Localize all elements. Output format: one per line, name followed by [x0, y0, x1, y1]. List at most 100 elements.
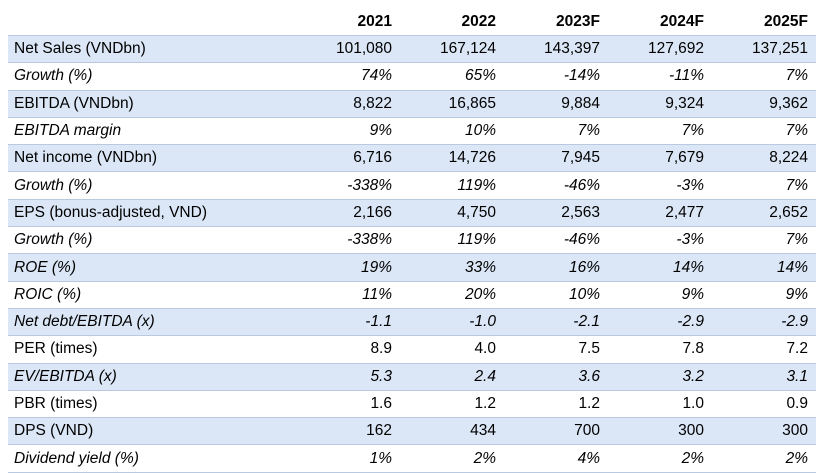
row-value-cell: 101,080: [296, 35, 400, 64]
row-label: Net Sales (VNDbn): [8, 35, 296, 64]
row-value-cell: 167,124: [400, 35, 504, 64]
row-value-cell: 7%: [712, 117, 816, 146]
table-row: ROE (%) 19% 33% 16% 14% 14%: [8, 253, 816, 282]
table-row: ROIC (%) 11% 20% 10% 9% 9%: [8, 281, 816, 309]
row-value-cell: 0.9: [712, 390, 816, 419]
row-value-cell: 11%: [296, 281, 400, 309]
row-value-cell: 4%: [504, 444, 608, 473]
row-value-cell: 7.5: [504, 335, 608, 364]
row-value-cell: 9,362: [712, 90, 816, 118]
row-label: ROE (%): [8, 253, 296, 282]
table-row: EPS (bonus-adjusted, VND) 2,166 4,750 2,563…: [8, 199, 816, 228]
header-cell-2022: 2022: [400, 8, 504, 36]
row-value-cell: 162: [296, 417, 400, 446]
row-value-cell: 74%: [296, 62, 400, 91]
row-value-cell: 700: [504, 417, 608, 446]
row-value-cell: -338%: [296, 171, 400, 200]
table-body: Net Sales (VNDbn) 101,080 167,124 143,397 12…: [8, 35, 816, 473]
row-value-cell: 7,679: [608, 144, 712, 173]
header-cell-2025f: 2025F: [712, 8, 816, 36]
row-value-cell: 8,224: [712, 144, 816, 173]
row-value-cell: 16,865: [400, 90, 504, 118]
row-value-cell: 2.4: [400, 363, 504, 391]
row-value-cell: 300: [608, 417, 712, 446]
row-value-cell: 2,652: [712, 199, 816, 228]
row-value-cell: 7.8: [608, 335, 712, 364]
row-value-cell: 1.6: [296, 390, 400, 419]
row-label: DPS (VND): [8, 417, 296, 446]
row-label: PBR (times): [8, 390, 296, 419]
row-value-cell: 2,166: [296, 199, 400, 228]
row-value-cell: -46%: [504, 171, 608, 200]
row-value-cell: 2,563: [504, 199, 608, 228]
row-value-cell: -338%: [296, 226, 400, 255]
row-value-cell: -3%: [608, 226, 712, 255]
table-row: PBR (times) 1.6 1.2 1.2 1.0 0.9: [8, 390, 816, 419]
row-value-cell: 8.9: [296, 335, 400, 364]
row-value-cell: -2.9: [712, 308, 816, 337]
table-row: Net debt/EBITDA (x) -1.1 -1.0 -2.1 -2.9 -2.9: [8, 308, 816, 337]
row-value-cell: 9%: [712, 281, 816, 309]
row-value-cell: 3.1: [712, 363, 816, 391]
row-label: Growth (%): [8, 226, 296, 255]
header-cell-2021: 2021: [296, 8, 400, 36]
table-row: Net Sales (VNDbn) 101,080 167,124 143,397 12…: [8, 35, 816, 64]
row-label: Net income (VNDbn): [8, 144, 296, 173]
row-value-cell: 10%: [504, 281, 608, 309]
table-row: Growth (%) -338% 119% -46% -3% 7%: [8, 226, 816, 255]
row-label: Growth (%): [8, 62, 296, 91]
row-value-cell: 2%: [608, 444, 712, 473]
row-value-cell: 7%: [608, 117, 712, 146]
row-value-cell: 16%: [504, 253, 608, 282]
row-value-cell: 127,692: [608, 35, 712, 64]
row-value-cell: 19%: [296, 253, 400, 282]
row-value-cell: 8,822: [296, 90, 400, 118]
row-value-cell: -2.1: [504, 308, 608, 337]
row-label: ROIC (%): [8, 281, 296, 309]
table-row: Growth (%) 74% 65% -14% -11% 7%: [8, 62, 816, 91]
row-value-cell: -2.9: [608, 308, 712, 337]
row-value-cell: -1.1: [296, 308, 400, 337]
row-value-cell: 7%: [504, 117, 608, 146]
row-value-cell: 5.3: [296, 363, 400, 391]
row-value-cell: 7.2: [712, 335, 816, 364]
row-value-cell: 7%: [712, 62, 816, 91]
row-label: EBITDA margin: [8, 117, 296, 146]
row-value-cell: 7%: [712, 226, 816, 255]
row-value-cell: 6,716: [296, 144, 400, 173]
table-row: Net income (VNDbn) 6,716 14,726 7,945 7,679 8…: [8, 144, 816, 173]
row-value-cell: 1.2: [400, 390, 504, 419]
row-value-cell: 1.0: [608, 390, 712, 419]
row-value-cell: 4.0: [400, 335, 504, 364]
row-label: PER (times): [8, 335, 296, 364]
row-value-cell: 2%: [712, 444, 816, 473]
row-label: EPS (bonus-adjusted, VND): [8, 199, 296, 228]
row-label: Net debt/EBITDA (x): [8, 308, 296, 337]
row-value-cell: 1%: [296, 444, 400, 473]
row-value-cell: 7%: [712, 171, 816, 200]
row-value-cell: 137,251: [712, 35, 816, 64]
row-value-cell: 119%: [400, 226, 504, 255]
row-label: EBITDA (VNDbn): [8, 90, 296, 118]
row-value-cell: 119%: [400, 171, 504, 200]
table-row: EBITDA (VNDbn) 8,822 16,865 9,884 9,324 9,362: [8, 90, 816, 118]
row-value-cell: 3.6: [504, 363, 608, 391]
row-value-cell: -11%: [608, 62, 712, 91]
row-value-cell: -3%: [608, 171, 712, 200]
row-value-cell: 300: [712, 417, 816, 446]
row-value-cell: 2%: [400, 444, 504, 473]
table-row: PER (times) 8.9 4.0 7.5 7.8 7.2: [8, 335, 816, 364]
row-value-cell: 7,945: [504, 144, 608, 173]
row-value-cell: -1.0: [400, 308, 504, 337]
table-row: Growth (%) -338% 119% -46% -3% 7%: [8, 171, 816, 200]
row-value-cell: -46%: [504, 226, 608, 255]
row-value-cell: 14%: [608, 253, 712, 282]
row-label: Dividend yield (%): [8, 444, 296, 473]
row-value-cell: 9%: [296, 117, 400, 146]
header-cell-2023f: 2023F: [504, 8, 608, 36]
row-value-cell: 10%: [400, 117, 504, 146]
row-value-cell: 3.2: [608, 363, 712, 391]
row-value-cell: 1.2: [504, 390, 608, 419]
table-row: DPS (VND) 162 434 700 300 300: [8, 417, 816, 446]
row-value-cell: -14%: [504, 62, 608, 91]
